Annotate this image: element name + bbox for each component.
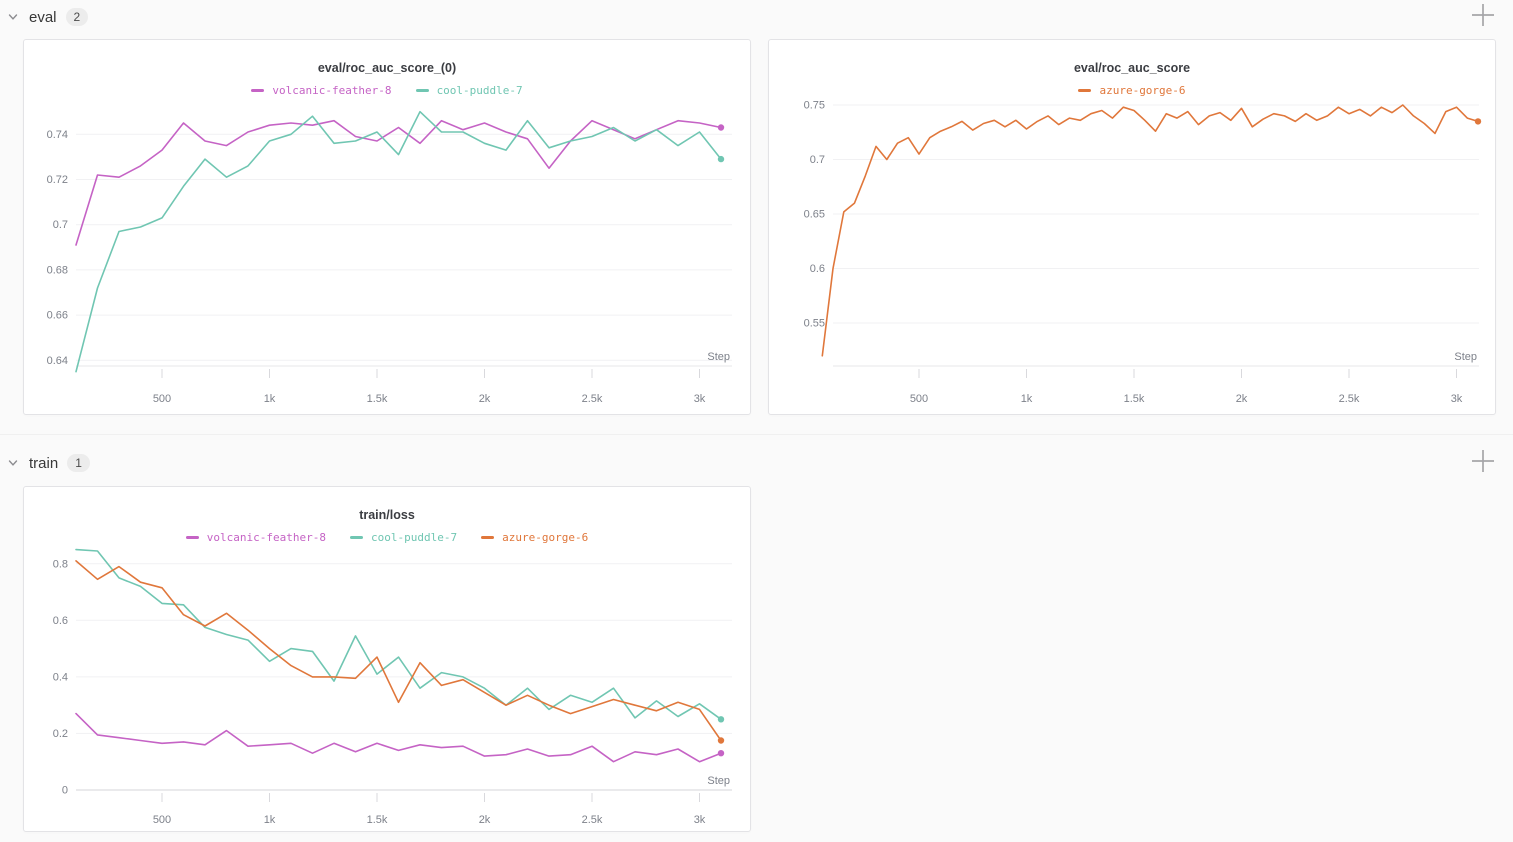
x-tick-label: 2k [479,814,491,826]
x-tick-label: 1k [264,393,276,405]
legend-item[interactable]: azure-gorge-6 [1078,83,1186,97]
y-tick-label: 0.7 [53,219,68,231]
run-line-azure-gorge-6[interactable] [821,104,1479,357]
endpoint-dot [717,124,725,131]
legend-item[interactable]: cool-puddle-7 [350,531,457,544]
x-tick-label: 2k [1236,393,1248,405]
chart-title: train/loss [359,508,415,522]
x-axis-title: Step [707,775,730,787]
legend-dash-icon [415,88,429,92]
panel-count-badge: 2 [65,8,89,26]
x-tick-label: 500 [153,814,171,826]
chart-title: eval/roc_auc_score_(0) [317,61,457,75]
endpoint-dot [717,716,725,723]
run-line-cool-puddle-7[interactable] [75,548,722,721]
section-train: train 1 0.8 0.6 0.4 0.2 0 500 1k 1.5k 2k 2.5k 3k St… [0,435,1513,842]
section-eval: eval 2 0.74 0.72 0.7 0.68 0.66 0.64 500 1k 1.5k 2… [6,1,1497,415]
y-tick-label: 0.8 [53,558,68,570]
legend-dash-icon [251,88,265,92]
legend-run-name: volcanic-feather-8 [272,83,392,97]
chart-title: eval/roc_auc_score [1073,61,1191,75]
x-tick-label: 2k [479,393,491,405]
add-panel-button[interactable] [1469,447,1497,475]
x-tick-label: 500 [153,393,171,405]
x-tick-label: 3k [694,814,706,826]
plus-icon [1472,450,1494,472]
run-line-volcanic-feather-8[interactable] [75,119,722,246]
endpoint-dot [717,737,725,744]
y-tick-label: 0.65 [804,209,825,221]
run-line-azure-gorge-6[interactable] [75,560,722,742]
x-axis-title: Step [1454,351,1477,363]
legend-run-name: azure-gorge-6 [1099,83,1186,97]
line-chart[interactable]: 0.75 0.7 0.65 0.6 0.55 500 1k 1.5k 2k 2.5k 3k Step [769,40,1495,419]
x-tick-label: 2.5k [1339,393,1360,405]
legend-run-name: azure-gorge-6 [502,530,589,544]
line-chart[interactable]: 0.74 0.72 0.7 0.68 0.66 0.64 500 1k 1.5k 2k 2.5k 3k… [24,40,750,419]
y-tick-label: 0.75 [804,100,825,112]
x-tick-label: 1.5k [1124,393,1145,405]
chart-panel-eval-roc-auc-score[interactable]: 0.75 0.7 0.65 0.6 0.55 500 1k 1.5k 2k 2.5k 3k Step … [768,39,1496,415]
y-tick-label: 0 [62,785,68,797]
legend-item[interactable]: volcanic-feather-8 [251,83,392,97]
y-tick-label: 0.6 [53,615,68,627]
endpoint-dot [717,155,725,163]
y-tick-label: 0.72 [47,174,68,186]
chart-legend: azure-gorge-6 [769,82,1495,98]
legend-item[interactable]: volcanic-feather-8 [185,530,327,544]
x-axis-title: Step [707,351,730,363]
section-title[interactable]: train [29,454,59,472]
y-tick-label: 0.2 [53,728,68,740]
legend-dash-icon [1078,88,1092,92]
plus-icon [1472,4,1494,26]
x-tick-label: 3k [1451,393,1463,405]
section-title[interactable]: eval [29,8,57,26]
x-tick-label: 1.5k [367,393,388,405]
x-tick-label: 2.5k [582,393,603,405]
legend-run-name: cool-puddle-7 [436,83,523,97]
legend-dash-icon [481,535,495,539]
legend-run-name: cool-puddle-7 [371,530,458,544]
x-tick-label: 1k [264,814,276,826]
y-tick-label: 0.7 [810,154,825,166]
section-train-header: train 1 [6,450,90,476]
legend-dash-icon [185,535,199,539]
x-tick-label: 2.5k [582,814,603,826]
chart-panel-train-loss[interactable]: 0.8 0.6 0.4 0.2 0 500 1k 1.5k 2k 2.5k 3k Step train… [23,486,751,832]
line-chart[interactable]: 0.8 0.6 0.4 0.2 0 500 1k 1.5k 2k 2.5k 3k Step [24,487,750,836]
x-tick-label: 1.5k [367,814,388,826]
chart-panel-eval-roc-auc-score-0[interactable]: 0.74 0.72 0.7 0.68 0.66 0.64 500 1k 1.5k 2k 2.5k 3k… [23,39,751,415]
y-tick-label: 0.66 [47,310,68,322]
chevron-down-icon[interactable] [6,10,20,24]
x-tick-label: 1k [1021,393,1033,405]
legend-dash-icon [350,535,364,539]
y-tick-label: 0.68 [47,264,68,276]
panel-count-badge: 1 [67,454,90,472]
chart-legend: volcanic-feather-8 cool-puddle-7 azure-gor… [24,529,750,545]
x-tick-label: 500 [910,393,928,405]
y-tick-label: 0.64 [47,355,68,367]
add-panel-button[interactable] [1469,1,1497,29]
run-line-cool-puddle-7[interactable] [75,110,722,373]
y-tick-label: 0.74 [47,129,68,141]
y-tick-label: 0.6 [810,263,825,275]
endpoint-dot [1474,118,1482,125]
y-tick-label: 0.55 [804,318,825,330]
run-line-volcanic-feather-8[interactable] [75,712,722,763]
endpoint-dot [717,750,725,757]
legend-item[interactable]: cool-puddle-7 [415,83,523,97]
legend-run-name: volcanic-feather-8 [206,530,327,544]
chart-legend: volcanic-feather-8 cool-puddle-7 [24,82,750,98]
chevron-down-icon[interactable] [6,456,20,470]
y-tick-label: 0.4 [53,671,68,683]
section-eval-header: eval 2 [6,4,89,30]
legend-item[interactable]: azure-gorge-6 [481,531,588,544]
x-tick-label: 3k [694,393,706,405]
